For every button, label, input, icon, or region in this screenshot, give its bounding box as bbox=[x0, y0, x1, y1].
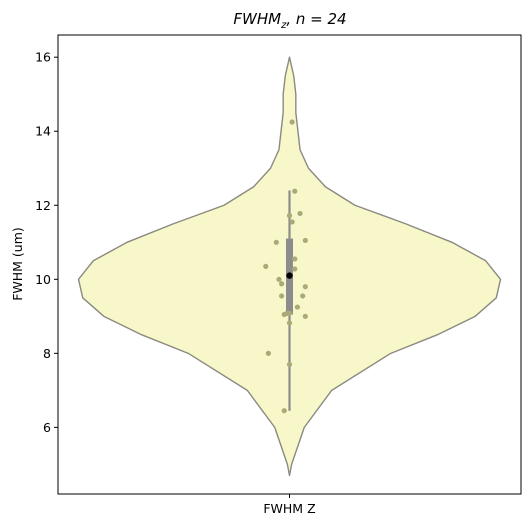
data-point bbox=[300, 293, 306, 299]
plot-area bbox=[77, 56, 502, 477]
data-point bbox=[286, 310, 293, 316]
data-point bbox=[281, 408, 287, 414]
data-point bbox=[289, 219, 295, 225]
chart-title: FWHMz, n = 24 bbox=[233, 10, 346, 31]
x-tick-label: FWHM Z bbox=[263, 501, 315, 516]
y-tick-label: 6 bbox=[43, 420, 51, 435]
data-point bbox=[292, 256, 298, 262]
data-point bbox=[263, 263, 269, 269]
data-point bbox=[286, 320, 293, 326]
data-point bbox=[297, 210, 303, 217]
data-point bbox=[302, 237, 308, 244]
title-rest: , n = 24 bbox=[286, 10, 346, 28]
title-main: FWHM bbox=[233, 10, 281, 28]
title-subscript: z bbox=[280, 20, 287, 31]
y-tick-label: 10 bbox=[35, 272, 51, 287]
data-point bbox=[278, 281, 285, 287]
data-point bbox=[265, 350, 271, 356]
data-point bbox=[302, 313, 308, 319]
y-axis-label: FWHM (um) bbox=[10, 227, 25, 301]
y-axis: 6 8 10 12 14 16 bbox=[35, 50, 58, 435]
data-point bbox=[292, 188, 298, 194]
data-point bbox=[276, 276, 282, 282]
y-tick-label: 8 bbox=[43, 346, 51, 361]
data-point bbox=[302, 284, 308, 290]
data-point bbox=[294, 304, 301, 310]
data-point bbox=[286, 213, 293, 219]
median-marker bbox=[286, 272, 293, 279]
y-tick-label: 12 bbox=[35, 198, 51, 213]
y-tick-label: 14 bbox=[35, 124, 51, 139]
data-point bbox=[278, 293, 285, 299]
data-point bbox=[292, 266, 298, 272]
data-point bbox=[286, 361, 293, 368]
y-tick-label: 16 bbox=[35, 50, 51, 65]
data-point bbox=[289, 119, 295, 125]
data-point bbox=[273, 239, 279, 245]
data-point bbox=[281, 311, 287, 318]
x-axis: FWHM Z bbox=[263, 494, 316, 516]
